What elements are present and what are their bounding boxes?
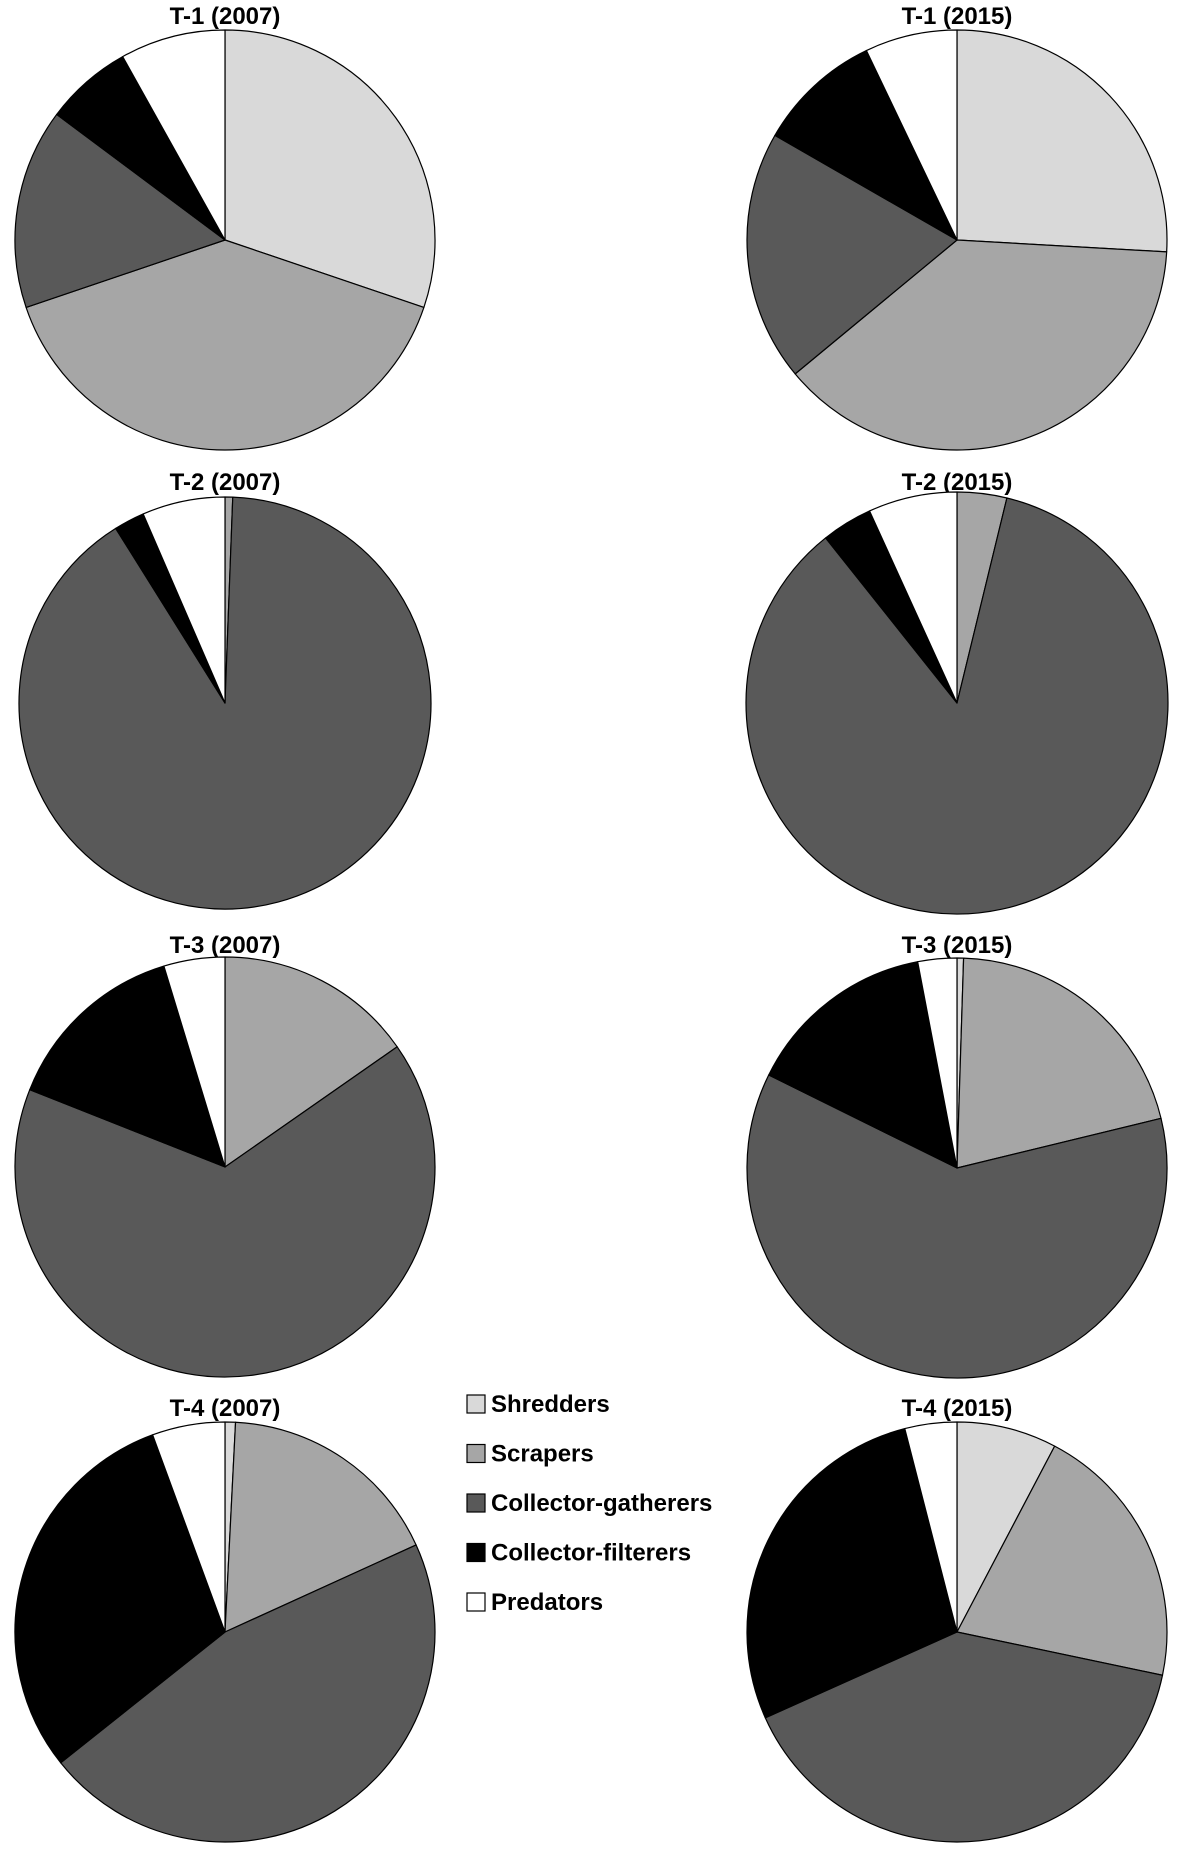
pie-slice-collector-filterers	[774, 49, 958, 241]
pie-title: T-1 (2007)	[170, 3, 281, 30]
legend-item-shredders: Shredders	[466, 1391, 610, 1418]
pie-slice-shredders	[956, 29, 1168, 253]
pie-slice-predators	[904, 1421, 958, 1633]
legend-swatch	[466, 1592, 486, 1612]
pie-slice-scrapers	[224, 956, 398, 1168]
legend-item-predators: Predators	[466, 1589, 603, 1616]
pie-slice-predators	[865, 29, 958, 241]
legend-label: Scrapers	[491, 1441, 594, 1468]
pie-slice-scrapers	[224, 1421, 417, 1633]
pie-slice-predators	[917, 957, 958, 1169]
pie-slice-collector-filterers	[29, 965, 226, 1168]
pie-slice-scrapers	[794, 239, 1168, 451]
pie-chart-t-3-2015: T-3 (2015)	[746, 932, 1168, 1379]
pie-slice-shredders	[956, 1421, 1056, 1633]
legend-swatch	[466, 1493, 486, 1513]
pie-slice-collector-gatherers	[745, 497, 1169, 915]
pie-title: T-1 (2015)	[902, 3, 1013, 30]
pie-title: T-3 (2007)	[170, 932, 281, 959]
legend-label: Predators	[491, 1589, 603, 1616]
legend-swatch	[466, 1443, 486, 1464]
pie-title: T-2 (2007)	[170, 469, 281, 496]
pie-chart-t-4-2015: T-4 (2015)	[746, 1395, 1168, 1843]
pie-chart-t-1-2007: T-1 (2007)	[14, 3, 436, 451]
pie-slice-scrapers	[956, 1445, 1168, 1676]
legend-label: Collector-filterers	[491, 1540, 691, 1567]
pie-chart-t-2-2015: T-2 (2015)	[745, 469, 1169, 915]
pie-chart-t-3-2007: T-3 (2007)	[14, 932, 436, 1378]
pie-slice-scrapers	[25, 239, 425, 451]
pie-slice-collector-gatherers	[746, 1074, 1168, 1379]
pie-slice-collector-gatherers	[14, 113, 226, 308]
pie-slice-collector-gatherers	[764, 1631, 1164, 1843]
legend-item-collector-gatherers: Collector-gatherers	[466, 1490, 712, 1517]
pie-chart-t-2-2007: T-2 (2007)	[18, 469, 432, 910]
legend: Shredders Scrapers Collector-gatherers Coll…	[466, 1391, 712, 1616]
legend-item-collector-filterers: Collector-filterers	[466, 1540, 691, 1567]
pie-title: T-3 (2015)	[902, 932, 1013, 959]
pie-slice-collector-gatherers	[746, 134, 958, 375]
pie-slice-scrapers	[956, 957, 1162, 1169]
legend-label: Collector-gatherers	[491, 1490, 712, 1517]
pie-title: T-4 (2007)	[170, 1395, 281, 1422]
pie-slice-predators	[868, 491, 958, 704]
pie-slice-collector-filterers	[768, 961, 958, 1169]
legend-item-scrapers: Scrapers	[466, 1441, 594, 1468]
legend-swatch	[466, 1542, 486, 1563]
pie-chart-t-1-2015: T-1 (2015)	[746, 3, 1168, 451]
pie-slice-predators	[142, 496, 226, 704]
pie-slice-predators	[122, 29, 226, 241]
pie-slice-predators	[152, 1421, 226, 1633]
legend-swatch	[466, 1394, 486, 1414]
pie-slice-shredders	[224, 29, 436, 308]
pie-title: T-4 (2015)	[902, 1395, 1013, 1422]
legend-label: Shredders	[491, 1391, 610, 1418]
pie-slice-collector-filterers	[14, 1434, 226, 1764]
pie-slice-predators	[163, 956, 226, 1168]
pie-chart-t-4-2007: T-4 (2007)	[14, 1395, 436, 1843]
pie-slice-collector-filterers	[746, 1428, 958, 1719]
pie-slice-collector-gatherers	[60, 1544, 436, 1843]
pie-slice-collector-gatherers	[14, 1046, 436, 1378]
